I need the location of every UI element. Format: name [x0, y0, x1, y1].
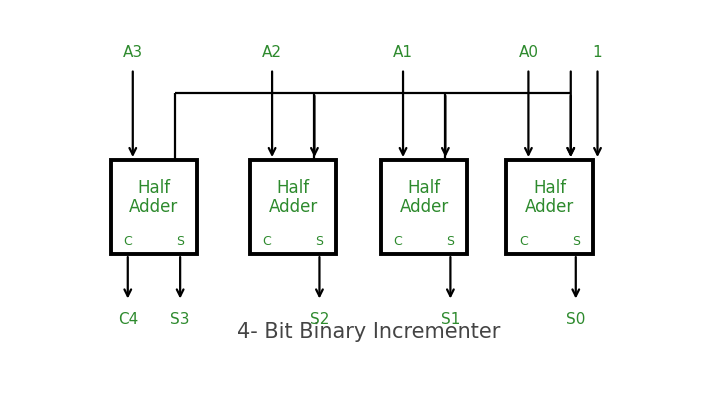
Text: C: C — [393, 235, 403, 248]
Text: S3: S3 — [170, 312, 190, 327]
Text: Half: Half — [408, 179, 441, 197]
Text: S1: S1 — [441, 312, 460, 327]
Text: A1: A1 — [393, 45, 413, 60]
Text: 1: 1 — [592, 45, 603, 60]
Text: A3: A3 — [123, 45, 143, 60]
Bar — [250, 160, 336, 254]
Text: C: C — [262, 235, 272, 248]
Text: S2: S2 — [310, 312, 329, 327]
Bar — [381, 160, 467, 254]
Text: Adder: Adder — [129, 198, 178, 216]
Text: S: S — [316, 235, 324, 248]
Text: Half: Half — [277, 179, 310, 197]
Bar — [506, 160, 592, 254]
Text: C: C — [124, 235, 132, 248]
Text: S0: S0 — [566, 312, 585, 327]
Text: Adder: Adder — [269, 198, 318, 216]
Text: Half: Half — [533, 179, 566, 197]
Text: S: S — [176, 235, 184, 248]
Text: C4: C4 — [118, 312, 138, 327]
Text: A2: A2 — [262, 45, 282, 60]
Text: C: C — [519, 235, 528, 248]
Text: A0: A0 — [518, 45, 539, 60]
Text: S: S — [572, 235, 580, 248]
Bar — [111, 160, 197, 254]
Text: 4- Bit Binary Incrementer: 4- Bit Binary Incrementer — [237, 322, 500, 342]
Text: Half: Half — [137, 179, 170, 197]
Text: Adder: Adder — [400, 198, 449, 216]
Text: Adder: Adder — [525, 198, 574, 216]
Text: S: S — [446, 235, 454, 248]
